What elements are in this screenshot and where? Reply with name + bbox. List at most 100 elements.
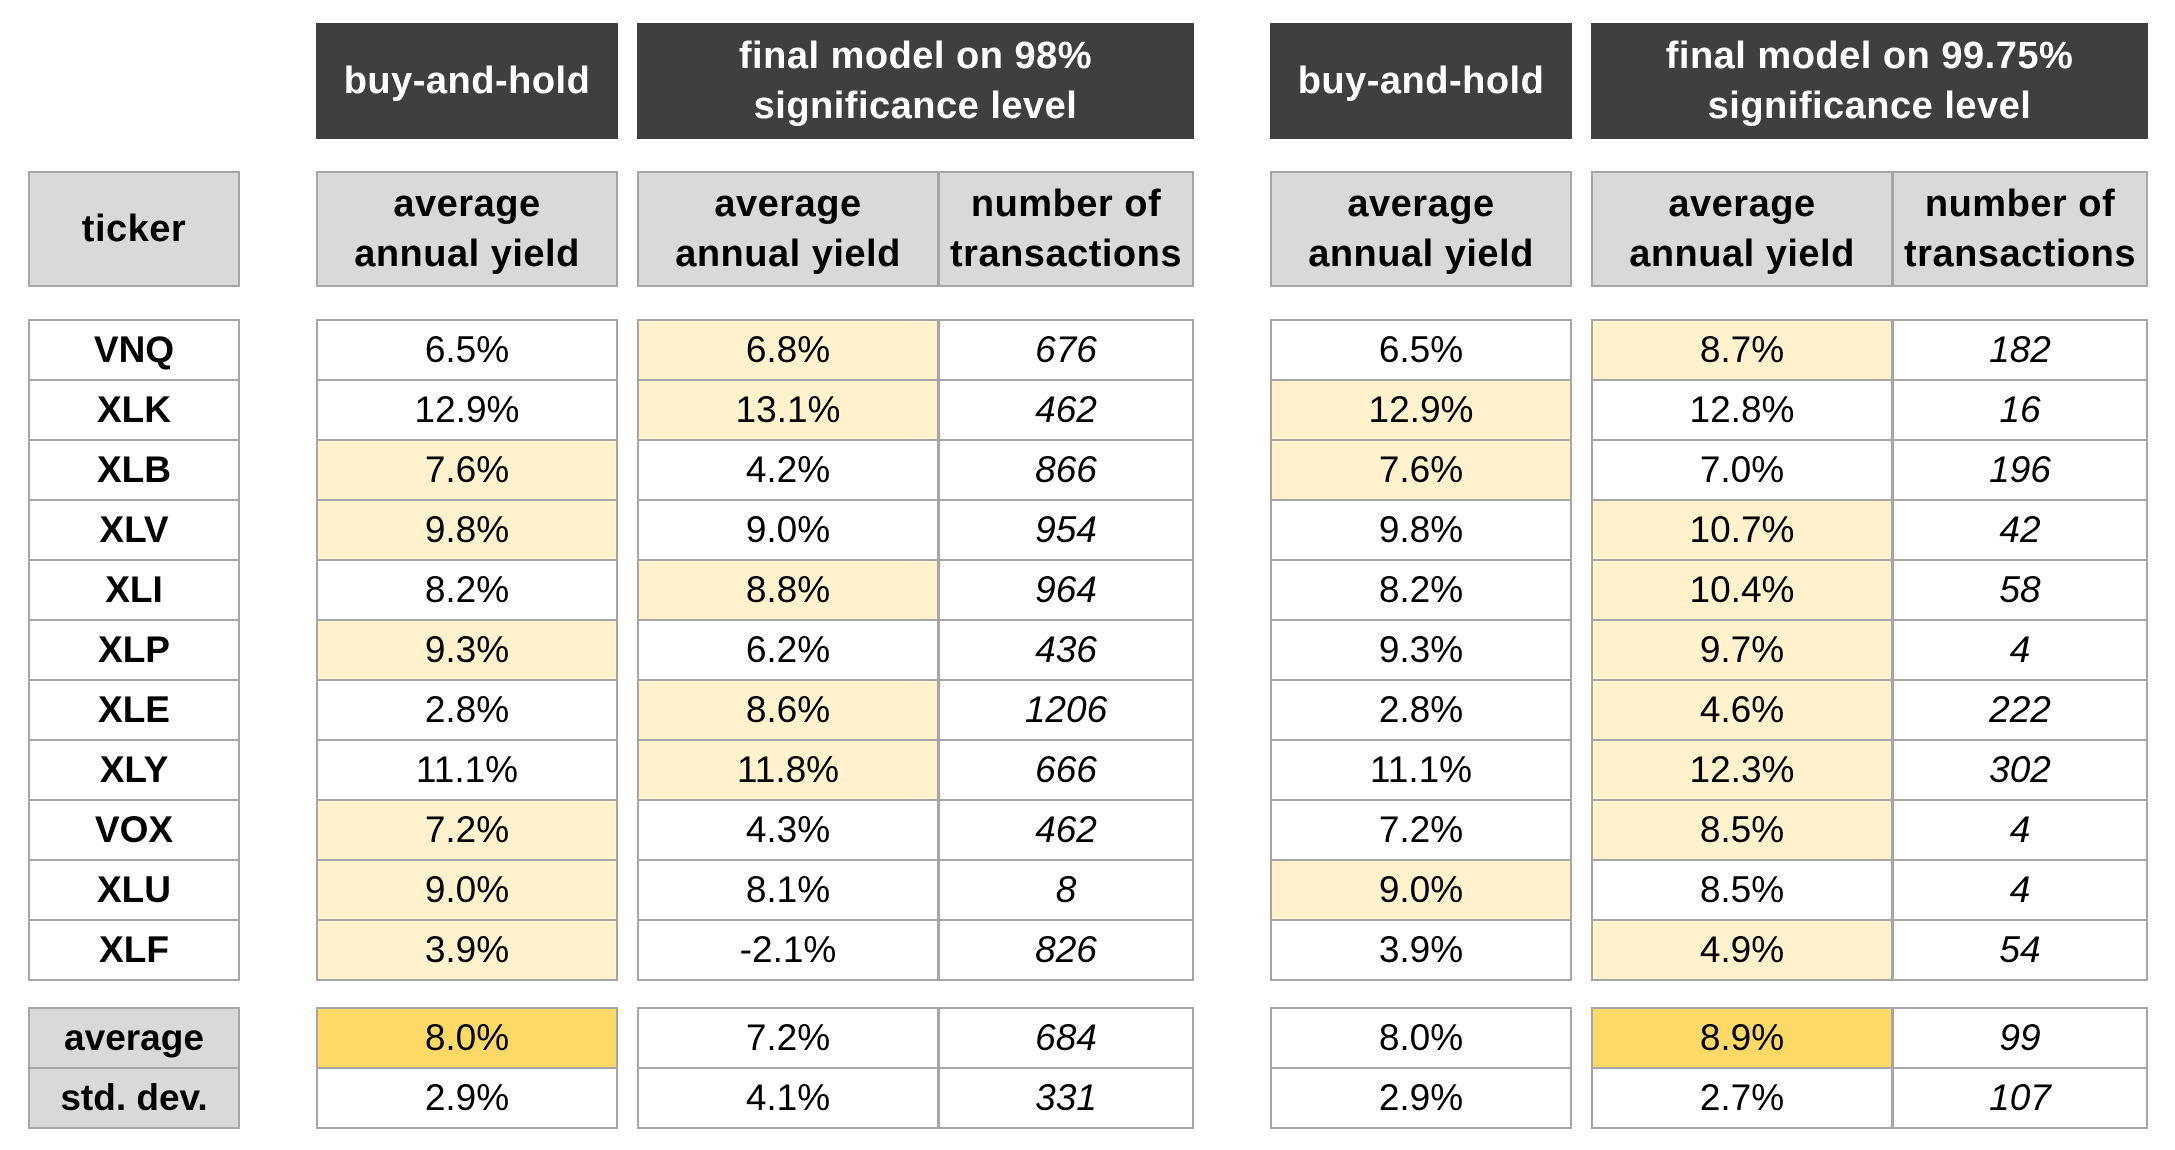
group-header-4-line-1: final model on 99.75% xyxy=(1665,35,2074,77)
yield-cell: 11.1% xyxy=(316,739,618,801)
ticker-cell: XLV xyxy=(28,499,240,561)
yield-cell: 4.3% xyxy=(637,799,939,861)
yield-cell: 2.8% xyxy=(1270,679,1572,741)
transactions-cell: 58 xyxy=(1892,559,2148,621)
transactions-cell: 666 xyxy=(938,739,1194,801)
transactions-cell: 4 xyxy=(1892,799,2148,861)
transactions-cell: 1206 xyxy=(938,679,1194,741)
transactions-cell: 462 xyxy=(938,379,1194,441)
yield-cell: 9.7% xyxy=(1591,619,1893,681)
yield-cell: 7.2% xyxy=(316,799,618,861)
transactions-cell: 54 xyxy=(1892,919,2148,981)
yield-cell: 6.8% xyxy=(637,319,939,381)
column-header-transactions-6: number of transactions xyxy=(1892,171,2148,287)
column-header-transactions-3-line-2: transactions xyxy=(950,233,1182,275)
yield-cell: 3.9% xyxy=(316,919,618,981)
summary-yield-cell: 2.9% xyxy=(1270,1067,1572,1129)
ticker-cell: XLU xyxy=(28,859,240,921)
yield-cell: 9.8% xyxy=(316,499,618,561)
yield-cell: 4.2% xyxy=(637,439,939,501)
yield-cell: 9.3% xyxy=(316,619,618,681)
group-header-2-text: final model on 98% significance level xyxy=(739,31,1092,131)
transactions-cell: 302 xyxy=(1892,739,2148,801)
group-header-2: final model on 98% significance level xyxy=(637,23,1194,139)
yield-cell: 8.6% xyxy=(637,679,939,741)
column-header-yield-1-line-1: average xyxy=(393,183,541,225)
summary-yield-cell: 4.1% xyxy=(637,1067,939,1129)
group-header-2-line-1: final model on 98% xyxy=(738,35,1093,77)
column-header-yield-5: average annual yield xyxy=(1591,171,1893,287)
yield-cell: -2.1% xyxy=(637,919,939,981)
yield-cell: 9.0% xyxy=(316,859,618,921)
column-header-yield-1: average annual yield xyxy=(316,171,618,287)
transactions-cell: 182 xyxy=(1892,319,2148,381)
ticker-cell: XLP xyxy=(28,619,240,681)
transactions-cell: 954 xyxy=(938,499,1194,561)
yield-cell: 2.8% xyxy=(316,679,618,741)
group-header-4-text: final model on 99.75% significance level xyxy=(1666,31,2074,131)
column-header-transactions-6-text: number of transactions xyxy=(1904,179,2136,279)
yield-cell: 9.8% xyxy=(1270,499,1572,561)
yield-cell: 12.3% xyxy=(1591,739,1893,801)
yield-cell: 7.0% xyxy=(1591,439,1893,501)
yield-cell: 12.8% xyxy=(1591,379,1893,441)
column-header-transactions-3: number of transactions xyxy=(938,171,1194,287)
transactions-cell: 222 xyxy=(1892,679,2148,741)
yield-cell: 6.2% xyxy=(637,619,939,681)
column-header-yield-2: average annual yield xyxy=(637,171,939,287)
ticker-cell: XLB xyxy=(28,439,240,501)
summary-transactions-cell: 99 xyxy=(1892,1007,2148,1069)
yield-cell: 6.5% xyxy=(316,319,618,381)
column-header-ticker: ticker xyxy=(28,171,240,287)
column-header-transactions-3-text: number of transactions xyxy=(950,179,1182,279)
yield-cell: 9.0% xyxy=(637,499,939,561)
summary-yield-cell: 7.2% xyxy=(637,1007,939,1069)
ticker-cell: VNQ xyxy=(28,319,240,381)
group-header-2-line-2: significance level xyxy=(753,85,1078,127)
summary-transactions-cell: 331 xyxy=(938,1067,1194,1129)
column-header-yield-5-text: average annual yield xyxy=(1629,179,1855,279)
transactions-cell: 964 xyxy=(938,559,1194,621)
yield-cell: 12.9% xyxy=(316,379,618,441)
yield-cell: 4.6% xyxy=(1591,679,1893,741)
column-header-transactions-6-line-2: transactions xyxy=(1904,233,2136,275)
column-header-yield-1-line-2: annual yield xyxy=(354,233,580,275)
summary-yield-cell: 2.9% xyxy=(316,1067,618,1129)
yield-cell: 8.2% xyxy=(316,559,618,621)
yield-cell: 3.9% xyxy=(1270,919,1572,981)
yield-cell: 13.1% xyxy=(637,379,939,441)
group-header-1-line-1: buy-and-hold xyxy=(343,60,591,102)
column-header-yield-4: average annual yield xyxy=(1270,171,1572,287)
ticker-cell: XLK xyxy=(28,379,240,441)
column-header-yield-2-line-1: average xyxy=(714,183,862,225)
yield-cell: 7.6% xyxy=(316,439,618,501)
column-header-transactions-3-line-1: number of xyxy=(970,183,1162,225)
yield-cell: 11.8% xyxy=(637,739,939,801)
transactions-cell: 16 xyxy=(1892,379,2148,441)
yield-cell: 9.3% xyxy=(1270,619,1572,681)
summary-label-cell: average xyxy=(28,1007,240,1069)
column-header-yield-4-text: average annual yield xyxy=(1308,179,1534,279)
yield-cell: 7.2% xyxy=(1270,799,1572,861)
yield-cell: 11.1% xyxy=(1270,739,1572,801)
yield-cell: 4.9% xyxy=(1591,919,1893,981)
yield-cell: 6.5% xyxy=(1270,319,1572,381)
summary-yield-cell: 8.0% xyxy=(1270,1007,1572,1069)
transactions-cell: 8 xyxy=(938,859,1194,921)
yield-cell: 10.7% xyxy=(1591,499,1893,561)
ticker-cell: VOX xyxy=(28,799,240,861)
transactions-cell: 676 xyxy=(938,319,1194,381)
yield-cell: 8.5% xyxy=(1591,859,1893,921)
column-header-yield-4-line-2: annual yield xyxy=(1308,233,1534,275)
group-header-3: buy-and-hold xyxy=(1270,23,1572,139)
transactions-cell: 866 xyxy=(938,439,1194,501)
column-header-yield-5-line-2: annual yield xyxy=(1629,233,1855,275)
column-header-yield-2-text: average annual yield xyxy=(675,179,901,279)
summary-transactions-cell: 107 xyxy=(1892,1067,2148,1129)
summary-transactions-cell: 684 xyxy=(938,1007,1194,1069)
transactions-cell: 4 xyxy=(1892,619,2148,681)
transactions-cell: 826 xyxy=(938,919,1194,981)
ticker-cell: XLY xyxy=(28,739,240,801)
group-header-3-line-1: buy-and-hold xyxy=(1297,60,1545,102)
column-header-yield-1-text: average annual yield xyxy=(354,179,580,279)
